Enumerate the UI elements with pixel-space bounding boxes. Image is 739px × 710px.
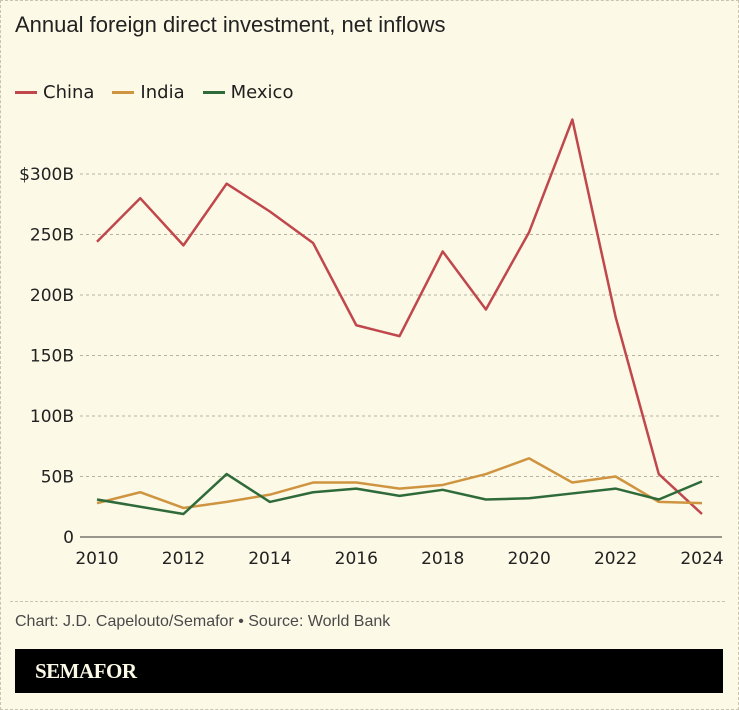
x-tick-label: 2020 xyxy=(508,549,551,569)
y-tick-label: 150B xyxy=(30,347,74,367)
divider xyxy=(10,601,725,602)
x-tick-label: 2014 xyxy=(248,549,291,569)
series-line-china xyxy=(96,118,703,515)
brand-bar: SEMAFOR xyxy=(15,649,723,693)
y-tick-label: 100B xyxy=(30,407,74,427)
y-tick-label: 50B xyxy=(41,468,74,488)
legend-label: India xyxy=(140,82,185,103)
series-line-mexico xyxy=(96,472,703,516)
legend-item-china: China xyxy=(15,82,94,103)
legend-label: China xyxy=(43,82,95,103)
series-line-india xyxy=(96,457,703,510)
x-tick-label: 2010 xyxy=(75,549,118,569)
legend-swatch xyxy=(202,91,225,94)
x-tick-label: 2012 xyxy=(162,549,205,569)
chart-credit: Chart: J.D. Capelouto/Semafor • Source: … xyxy=(15,613,391,630)
legend-swatch xyxy=(112,91,135,94)
legend: China India Mexico xyxy=(15,82,293,103)
y-tick-label: $300B xyxy=(19,165,74,185)
x-tick-label: 2022 xyxy=(594,549,637,569)
x-tick-label: 2016 xyxy=(335,549,378,569)
semafor-logo: SEMAFOR xyxy=(35,659,137,683)
y-tick-label: 0 xyxy=(63,528,74,548)
y-tick-label: 250B xyxy=(30,226,74,246)
legend-item-mexico: Mexico xyxy=(202,82,294,103)
legend-label: Mexico xyxy=(230,82,294,103)
chart-title: Annual foreign direct investment, net in… xyxy=(15,12,446,37)
legend-item-india: India xyxy=(112,82,185,103)
x-tick-label: 2018 xyxy=(421,549,464,569)
legend-swatch xyxy=(15,91,37,94)
x-tick-label: 2024 xyxy=(680,549,723,569)
line-chart: 0 50B 100B 150B 200B 250B $300B 2010 2012 2014 201… xyxy=(19,118,724,569)
y-tick-label: 200B xyxy=(30,286,74,306)
